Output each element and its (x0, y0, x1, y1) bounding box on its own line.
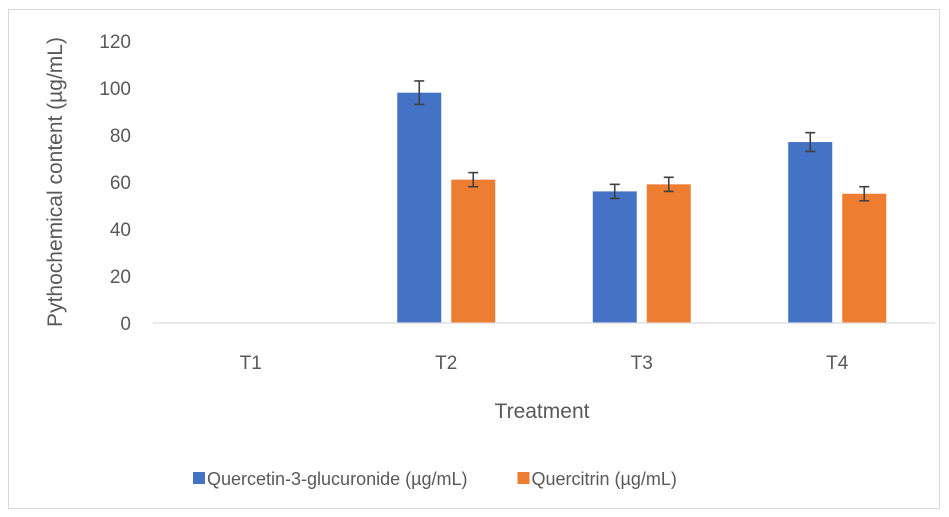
legend-item-2: Quercitrin (µg/mL) (517, 469, 677, 489)
legend-swatch (193, 472, 205, 484)
error-bar (859, 185, 870, 202)
legend: Quercetin-3-glucuronide (µg/mL) Quercitri… (193, 469, 677, 489)
y-axis-ticks: 0 20 40 60 80 100 120 (99, 32, 131, 335)
x-axis-title: Treatment (495, 400, 590, 423)
x-tick-label: T4 (826, 353, 849, 374)
error-bars (414, 80, 870, 202)
legend-swatch (517, 472, 530, 484)
error-bar (414, 80, 425, 106)
error-bar (609, 183, 620, 200)
x-axis-ticks: T1 T2 T3 T4 (240, 353, 849, 374)
bar-t4-series-2 (842, 193, 887, 323)
bar-t4-series-1 (788, 142, 833, 323)
y-tick-label: 120 (99, 32, 131, 53)
y-tick-label: 80 (110, 126, 131, 147)
error-bar (805, 131, 816, 153)
y-tick-label: 60 (110, 173, 131, 194)
bar-t2-series-1 (397, 92, 442, 323)
y-axis-title: Pythochemical content (µg/mL) (44, 37, 67, 327)
bars (397, 92, 887, 323)
x-tick-label: T1 (240, 353, 262, 374)
bar-t3-series-2 (646, 184, 691, 323)
error-bar (468, 171, 479, 188)
legend-label: Quercetin-3-glucuronide (µg/mL) (207, 469, 467, 489)
bar-t2-series-2 (451, 179, 496, 323)
y-tick-label: 100 (99, 79, 131, 100)
x-tick-label: T3 (631, 353, 653, 374)
error-bar (663, 176, 674, 193)
x-tick-label: T2 (435, 353, 457, 374)
y-tick-label: 0 (120, 314, 131, 335)
y-tick-label: 20 (110, 267, 131, 288)
legend-label: Quercitrin (µg/mL) (531, 469, 676, 489)
y-tick-label: 40 (110, 220, 131, 241)
bar-t3-series-1 (592, 191, 637, 323)
legend-item-1: Quercetin-3-glucuronide (µg/mL) (193, 469, 467, 489)
